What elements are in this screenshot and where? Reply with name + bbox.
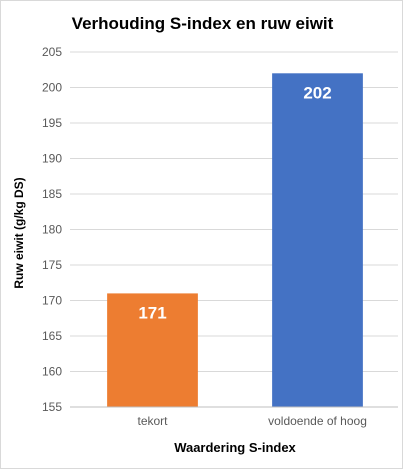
y-tick-label: 185	[42, 187, 62, 201]
y-tick-label: 170	[42, 294, 62, 308]
y-tick-label: 205	[42, 45, 62, 59]
x-tick-label: voldoende of hoog	[268, 414, 367, 428]
data-label: 171	[138, 303, 166, 322]
bar-0	[107, 293, 198, 407]
y-tick-label: 160	[42, 365, 62, 379]
y-tick-label: 175	[42, 258, 62, 272]
y-tick-label: 200	[42, 81, 62, 95]
x-tick-label: tekort	[137, 414, 168, 428]
y-tick-label: 195	[42, 116, 62, 130]
y-tick-label: 190	[42, 152, 62, 166]
x-axis-label: Waardering S-index	[174, 440, 296, 455]
chart-title: Verhouding S-index en ruw eiwit	[71, 14, 334, 33]
data-label: 202	[303, 83, 331, 102]
y-tick-label: 165	[42, 329, 62, 343]
y-tick-label: 155	[42, 400, 62, 414]
bar-1	[272, 73, 363, 408]
y-tick-label: 180	[42, 223, 62, 237]
